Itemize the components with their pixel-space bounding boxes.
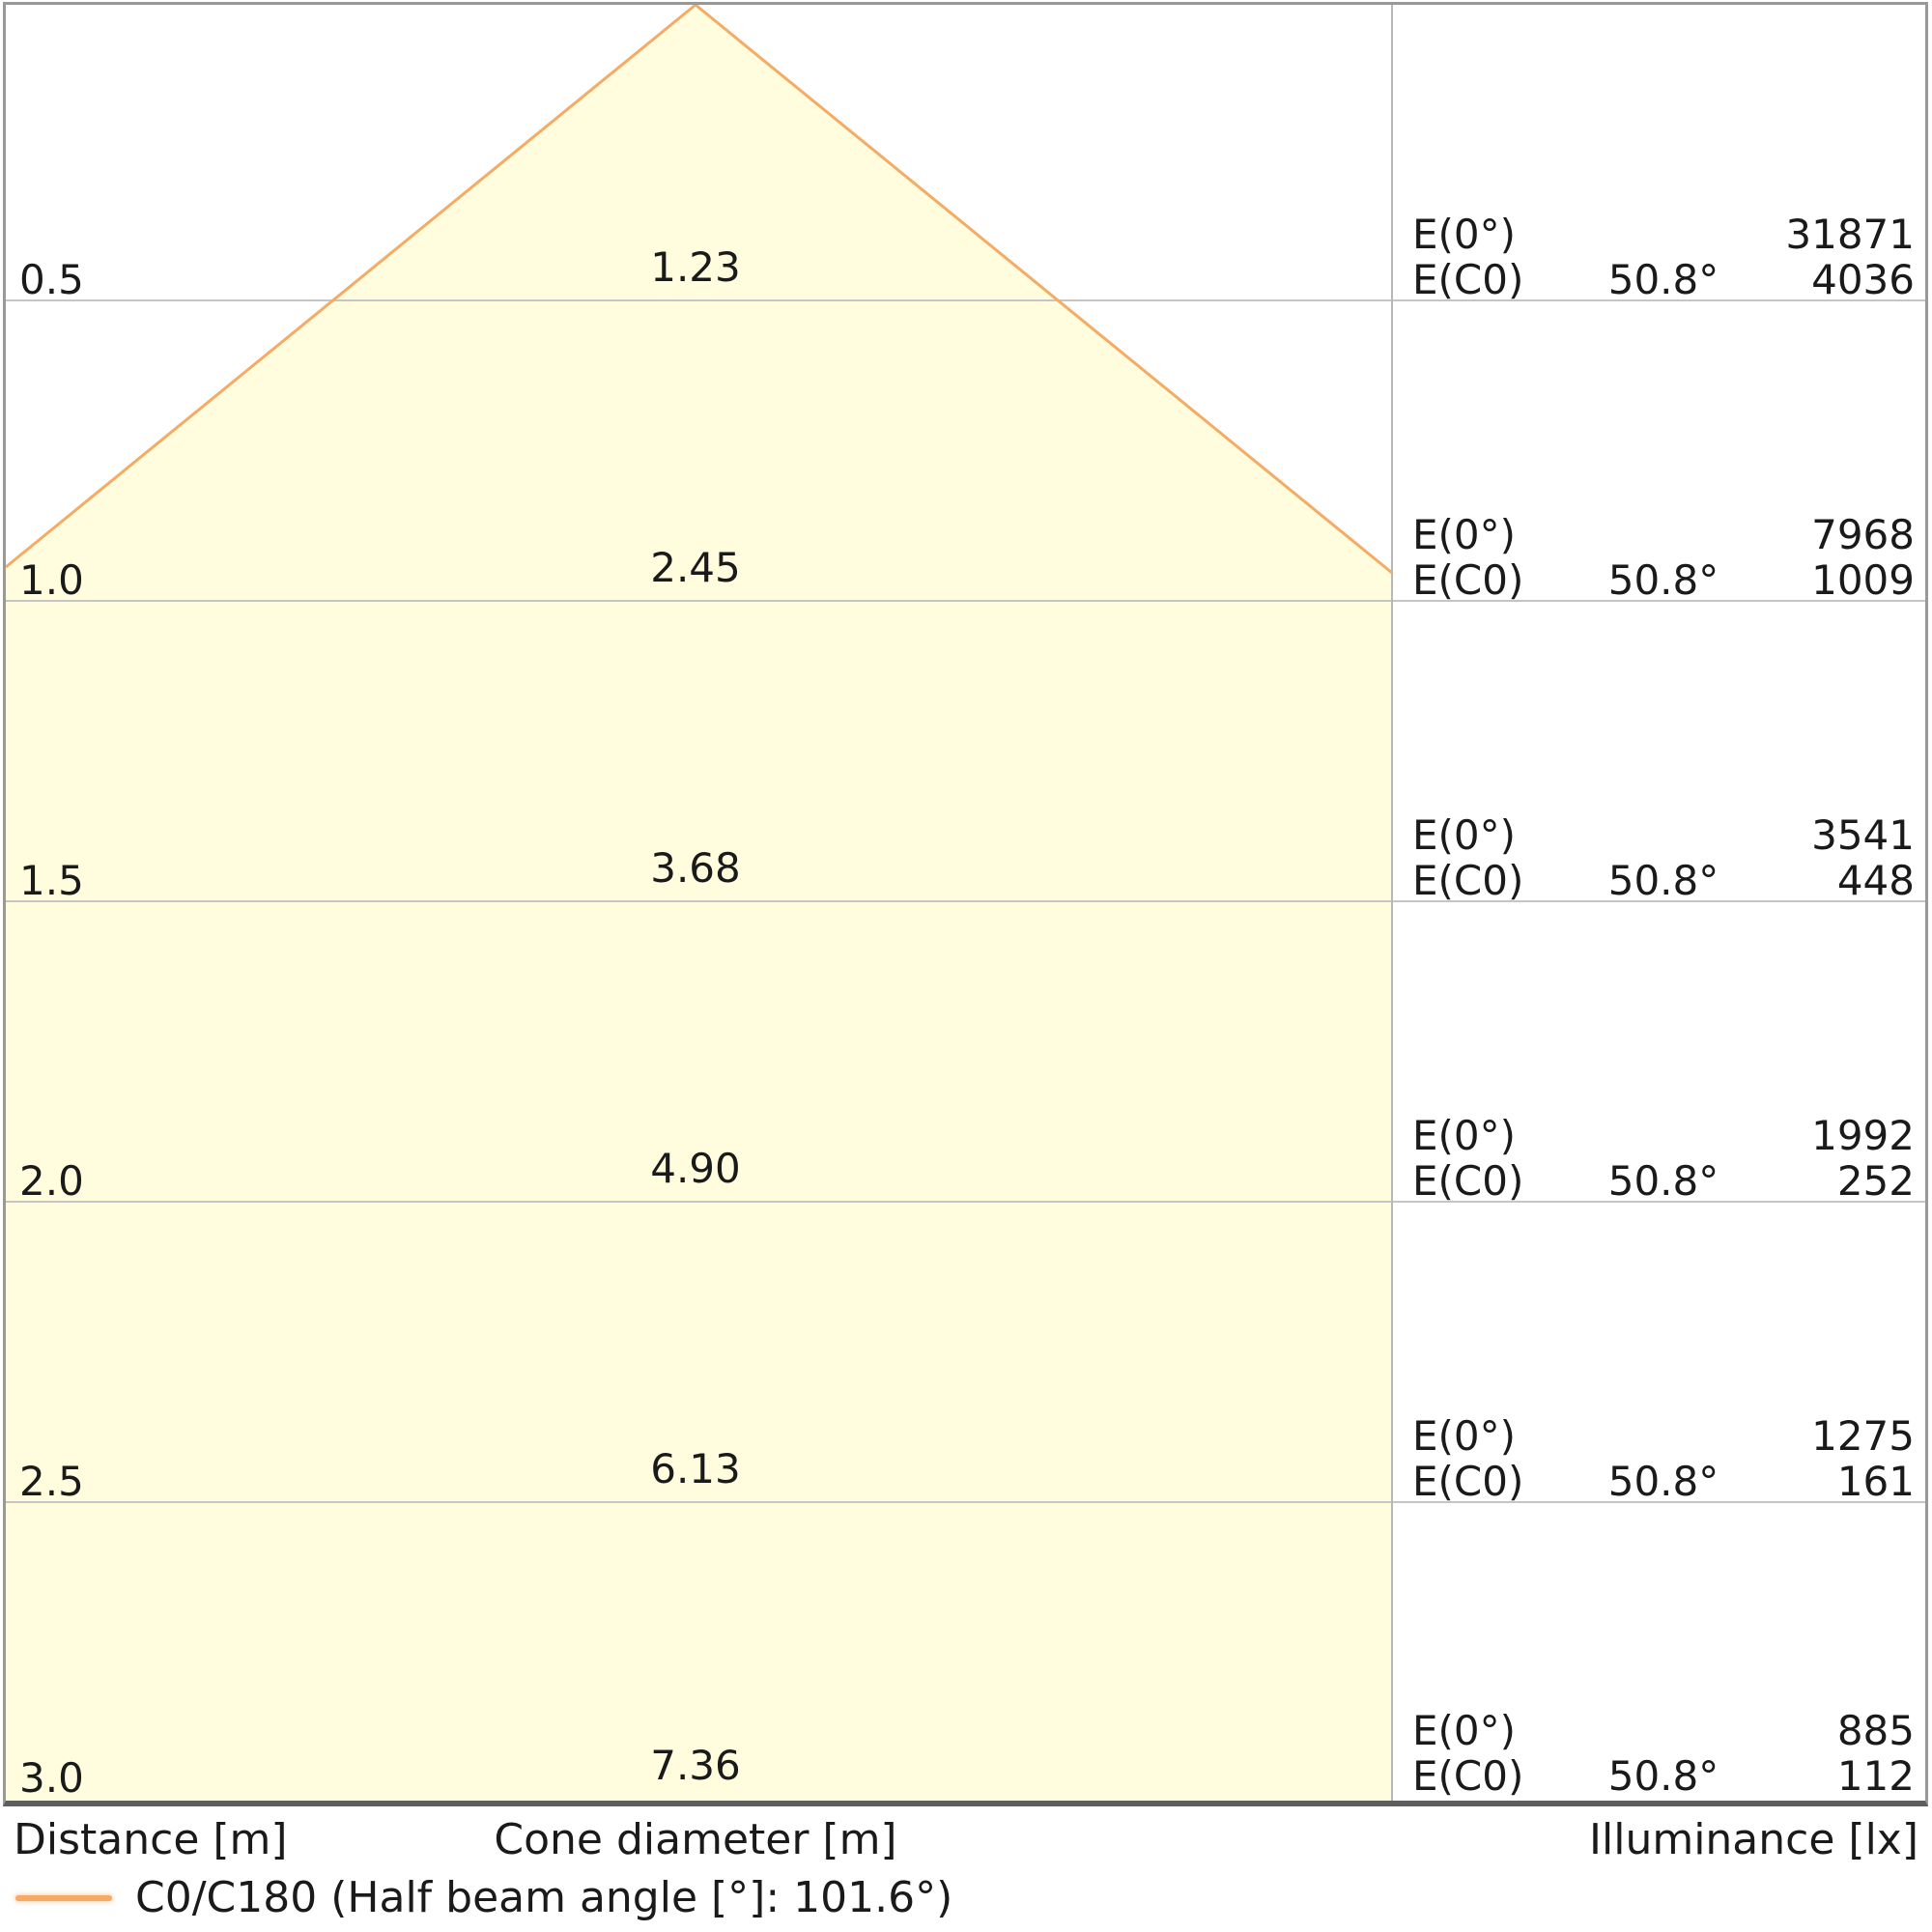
ec0-label: E(C0) — [1412, 857, 1524, 904]
ec0-value: 1009 — [1811, 556, 1915, 604]
cone-diameter-axis-caption: Cone diameter [m] — [494, 1815, 897, 1864]
e0-value: 31871 — [1785, 211, 1915, 258]
ec0-value: 112 — [1836, 1752, 1915, 1800]
e0-label: E(0°) — [1412, 211, 1517, 258]
e0-label: E(0°) — [1412, 1707, 1517, 1754]
distance-label-0.5: 0.5 — [19, 256, 84, 303]
illuminance-row-2.5: E(0°) 1275 E(C0) 50.8° 161 — [1412, 1413, 1915, 1504]
ec0-value: 161 — [1836, 1458, 1915, 1505]
cone-diameter-1.0: 2.45 — [650, 544, 741, 591]
illuminance-row-3.0: E(0°) 885 E(C0) 50.8° 112 — [1412, 1708, 1915, 1799]
cone-diameter-3.0: 7.36 — [650, 1742, 741, 1789]
half-beam-angle: 50.8° — [1607, 857, 1719, 904]
e0-value: 3541 — [1811, 811, 1915, 859]
illuminance-row-1.0: E(0°) 7968 E(C0) 50.8° 1009 — [1412, 512, 1915, 603]
illuminance-row-0.5: E(0°) 31871 E(C0) 50.8° 4036 — [1412, 212, 1915, 302]
ec0-value: 448 — [1836, 857, 1915, 904]
e0-label: E(0°) — [1412, 1412, 1517, 1460]
ec0-label: E(C0) — [1412, 1752, 1524, 1800]
axis-captions: Distance [m] Cone diameter [m] Illuminan… — [14, 1816, 1918, 1866]
distance-label-2.0: 2.0 — [19, 1157, 84, 1205]
half-beam-angle: 50.8° — [1607, 1752, 1719, 1800]
ec0-value: 252 — [1836, 1157, 1915, 1205]
e0-value: 885 — [1836, 1707, 1915, 1754]
c0-c180-line-swatch — [15, 1895, 112, 1901]
half-beam-angle: 50.8° — [1607, 256, 1719, 303]
legend-label: C0/C180 (Half beam angle [°]: 101.6°) — [135, 1873, 953, 1922]
e0-label: E(0°) — [1412, 811, 1517, 859]
cone-fill-shape — [6, 5, 1392, 1801]
e0-value: 7968 — [1811, 511, 1915, 558]
illuminance-row-2.0: E(0°) 1992 E(C0) 50.8° 252 — [1412, 1113, 1915, 1204]
cone-diameter-0.5: 1.23 — [650, 243, 741, 291]
cone-geometry — [6, 5, 1925, 1801]
half-beam-angle: 50.8° — [1607, 1157, 1719, 1205]
beam-edge-left — [6, 5, 696, 569]
plot-area: 0.5 1.0 1.5 2.0 2.5 3.0 1.23 2.45 3.68 4… — [3, 2, 1928, 1806]
cone-diameter-2.0: 4.90 — [650, 1145, 741, 1192]
distance-label-1.5: 1.5 — [19, 857, 84, 904]
distance-axis-caption: Distance [m] — [14, 1815, 288, 1864]
distance-label-3.0: 3.0 — [19, 1754, 84, 1802]
illuminance-row-1.5: E(0°) 3541 E(C0) 50.8° 448 — [1412, 812, 1915, 903]
ec0-label: E(C0) — [1412, 256, 1524, 303]
illuminance-axis-caption: Illuminance [lx] — [1589, 1815, 1918, 1864]
e0-label: E(0°) — [1412, 511, 1517, 558]
distance-label-1.0: 1.0 — [19, 556, 84, 604]
e0-value: 1275 — [1811, 1412, 1915, 1460]
cone-diameter-1.5: 3.68 — [650, 844, 741, 892]
ec0-value: 4036 — [1811, 256, 1915, 303]
half-beam-angle: 50.8° — [1607, 556, 1719, 604]
ec0-label: E(C0) — [1412, 556, 1524, 604]
cone-diameter-2.5: 6.13 — [650, 1445, 741, 1492]
e0-label: E(0°) — [1412, 1112, 1517, 1159]
e0-value: 1992 — [1811, 1112, 1915, 1159]
distance-label-2.5: 2.5 — [19, 1458, 84, 1505]
half-beam-angle: 50.8° — [1607, 1458, 1719, 1505]
beam-edge-right — [695, 5, 1393, 575]
ec0-label: E(C0) — [1412, 1157, 1524, 1205]
ec0-label: E(C0) — [1412, 1458, 1524, 1505]
legend: C0/C180 (Half beam angle [°]: 101.6°) — [15, 1874, 952, 1922]
